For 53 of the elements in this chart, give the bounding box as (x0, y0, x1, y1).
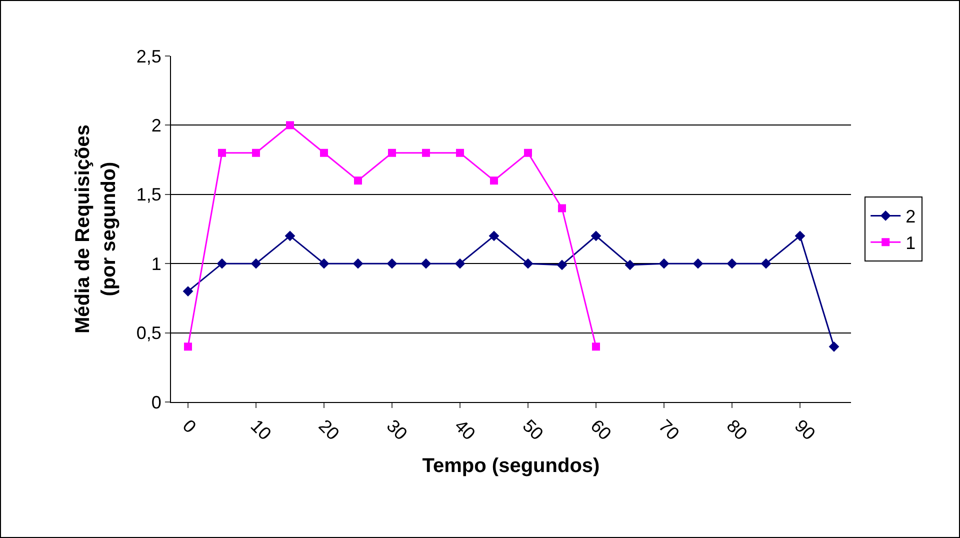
point (488, 230, 500, 242)
point (692, 258, 704, 269)
point (490, 176, 498, 185)
point (286, 121, 294, 130)
y-tick-label: 2 (151, 116, 162, 136)
x-tick-label: 30 (382, 416, 412, 444)
point (556, 260, 568, 270)
legend-label: 1 (906, 233, 916, 254)
point (318, 258, 330, 269)
point (184, 342, 192, 351)
point (828, 341, 840, 352)
point (284, 230, 296, 242)
x-tick-label: 60 (586, 416, 616, 444)
y-tick-label: 0,5 (136, 323, 162, 344)
point (182, 286, 194, 296)
point (794, 230, 806, 242)
y-tick-label: 2,5 (136, 46, 162, 66)
y-tick-label: 0 (151, 392, 162, 412)
point (320, 148, 328, 157)
point (760, 258, 772, 269)
point (590, 230, 602, 242)
point (592, 342, 600, 351)
y-axis-title: Média de Requisições (por segundo) (72, 124, 120, 334)
x-tick-label: 90 (790, 416, 820, 444)
y-tick-label: 1,5 (136, 184, 162, 205)
point (726, 258, 738, 269)
point (218, 148, 226, 157)
point (658, 258, 670, 269)
x-axis-title: Tempo (segundos) (422, 455, 600, 477)
point (522, 258, 534, 269)
x-tick-label: 80 (722, 416, 752, 444)
x-tick-label: 20 (314, 416, 344, 444)
point (386, 258, 398, 269)
point (252, 148, 260, 157)
y-tick-label: 1 (151, 254, 162, 274)
point (422, 148, 430, 157)
x-tick-label: 40 (450, 416, 480, 444)
point (250, 258, 262, 269)
point (420, 258, 432, 269)
point (454, 258, 466, 269)
point (558, 204, 566, 212)
point (354, 176, 362, 185)
x-tick-label: 70 (654, 416, 684, 444)
point (624, 260, 636, 270)
x-tick-label: 10 (246, 416, 276, 444)
legend-label: 2 (906, 206, 916, 227)
x-tick-label: 50 (518, 416, 548, 444)
point (216, 258, 228, 269)
point (388, 148, 396, 157)
point (524, 148, 532, 157)
point (352, 258, 364, 269)
x-tick-label: 0 (178, 416, 200, 437)
point (456, 148, 464, 157)
